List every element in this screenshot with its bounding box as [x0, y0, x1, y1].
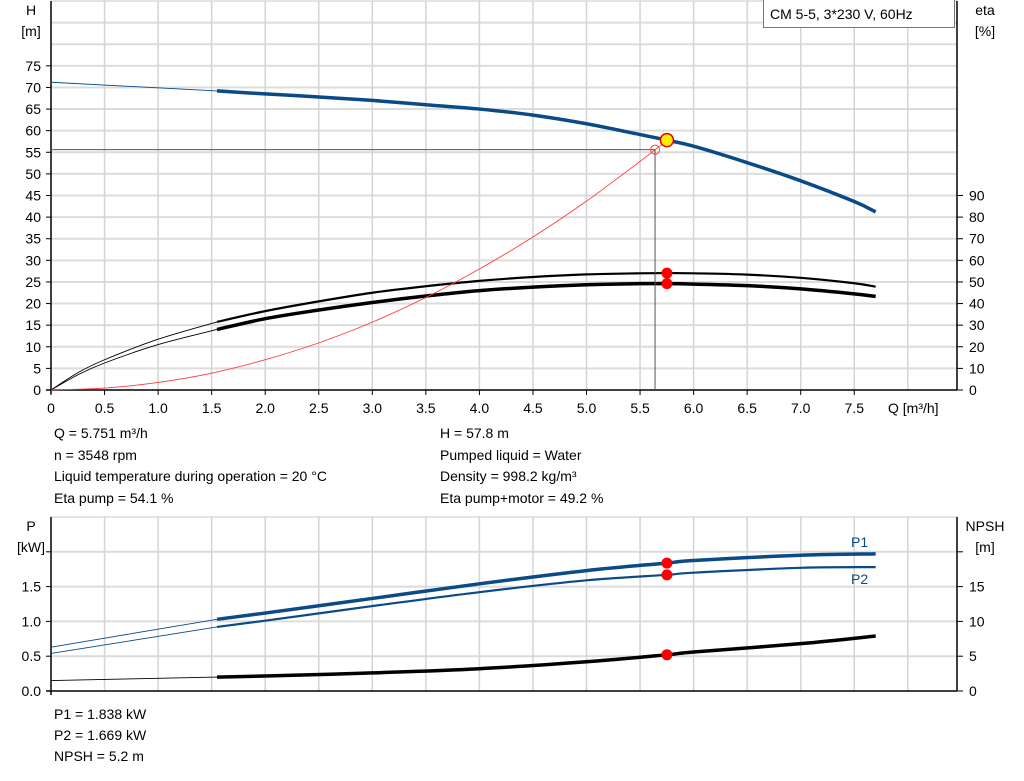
head-y2-tick-label: 60 [969, 252, 985, 268]
duty-point-marker [659, 132, 675, 148]
info-speed: n = 3548 rpm [54, 447, 137, 463]
info-eta-pump-motor: Eta pump+motor = 49.2 % [440, 490, 604, 506]
head-y-tick-label: 25 [25, 274, 41, 290]
head-x-label: Q [m³/h] [888, 400, 939, 416]
pump-title: CM 5-5, 3*230 V, 60Hz [770, 6, 913, 22]
power-y2-tick-label: 0 [969, 683, 977, 699]
power-y2-unit: [m] [975, 539, 994, 555]
info-liquid: Pumped liquid = Water [440, 447, 582, 463]
head-y2-tick-label: 40 [969, 296, 985, 312]
info-eta-pump: Eta pump = 54.1 % [54, 490, 174, 506]
info-p2: P2 = 1.669 kW [54, 727, 147, 743]
info-npsh: NPSH = 5.2 m [54, 748, 144, 764]
p2-duty-marker [661, 569, 673, 581]
h-curve [216, 89, 877, 214]
head-y-tick-label: 35 [25, 231, 41, 247]
head-x-tick-label: 3.0 [363, 400, 383, 416]
head-y2-tick-label: 50 [969, 274, 985, 290]
npsh-curve [216, 634, 876, 679]
head-y2-tick-label: 80 [969, 209, 985, 225]
h-curve-extrapolated [50, 81, 218, 92]
head-x-tick-label: 6.0 [684, 400, 704, 416]
head-y-tick-label: 10 [25, 339, 41, 355]
head-y-tick-label: 40 [25, 209, 41, 225]
head-y-tick-label: 65 [25, 101, 41, 117]
info-h: H = 57.8 m [440, 425, 509, 441]
info-p1: P1 = 1.838 kW [54, 706, 147, 722]
head-y-tick-label: 50 [25, 166, 41, 182]
head-y-tick-label: 55 [25, 144, 41, 160]
head-x-tick-label: 2.0 [255, 400, 275, 416]
head-y-tick-label: 0 [33, 382, 41, 398]
head-x-tick-label: 6.5 [737, 400, 757, 416]
p2-curve-extrapolated [50, 626, 218, 654]
pump-title-box: CM 5-5, 3*230 V, 60Hz [763, 0, 955, 28]
eta-pump-duty-marker [661, 267, 673, 279]
eta-pump-curve [216, 271, 876, 323]
p2-series-label: P2 [851, 571, 868, 587]
eta-pump-motor-curve-extrapolated [50, 329, 218, 391]
head-y-tick-label: 45 [25, 188, 41, 204]
head-y-tick-label: 75 [25, 58, 41, 74]
npsh-duty-marker [661, 649, 673, 661]
head-x-tick-label: 4.0 [470, 400, 490, 416]
p1-curve [216, 552, 876, 622]
head-y2-label: eta [975, 2, 995, 18]
head-x-tick-label: 0 [47, 400, 55, 416]
system-curve [50, 139, 668, 391]
head-x-tick-label: 0.5 [95, 400, 115, 416]
head-x-tick-label: 5.0 [577, 400, 597, 416]
power-plot-frame [50, 516, 958, 692]
power-y-label: P [26, 518, 35, 534]
power-y-tick-label: 1.5 [22, 579, 42, 595]
head-x-tick-label: 4.5 [523, 400, 543, 416]
head-y2-tick-label: 70 [969, 231, 985, 247]
info-temperature: Liquid temperature during operation = 20… [54, 468, 327, 484]
head-y-label: H [26, 2, 36, 18]
p1-series-label: P1 [851, 534, 868, 550]
power-y-tick-label: 0.5 [22, 648, 42, 664]
p1-duty-marker [661, 557, 673, 569]
p2-curve [216, 566, 876, 629]
head-x-tick-label: 5.5 [630, 400, 650, 416]
head-y2-tick-label: 90 [969, 188, 985, 204]
head-x-tick-label: 3.5 [416, 400, 436, 416]
head-y2-tick-label: 0 [969, 382, 977, 398]
head-x-tick-label: 1.5 [202, 400, 222, 416]
eta-pump-motor-duty-marker [661, 278, 673, 290]
head-x-tick-label: 2.5 [309, 400, 329, 416]
head-y-tick-label: 70 [25, 79, 41, 95]
head-y2-tick-label: 20 [969, 339, 985, 355]
head-x-tick-label: 1.0 [148, 400, 168, 416]
power-y2-tick-label: 15 [969, 579, 985, 595]
npsh-curve-extrapolated [50, 676, 218, 682]
p1-curve-extrapolated [50, 618, 218, 648]
head-y-unit: [m] [21, 23, 40, 39]
power-y2-tick-label: 10 [969, 613, 985, 629]
power-y2-tick-label: 5 [969, 648, 977, 664]
head-y2-unit: [%] [975, 23, 995, 39]
head-x-tick-label: 7.0 [791, 400, 811, 416]
head-y-tick-label: 5 [33, 360, 41, 376]
eta-pump-motor-curve [216, 281, 876, 332]
head-y2-tick-label: 30 [969, 317, 985, 333]
eta-pump-curve-extrapolated [50, 321, 218, 391]
required-point-marker [650, 144, 661, 155]
power-y-unit: [kW] [17, 539, 45, 555]
info-density: Density = 998.2 kg/m³ [440, 468, 577, 484]
power-y2-label: NPSH [966, 518, 1005, 534]
power-y-tick-label: 1.0 [22, 613, 42, 629]
head-y-tick-label: 20 [25, 296, 41, 312]
head-y-tick-label: 30 [25, 252, 41, 268]
head-x-tick-label: 7.5 [845, 400, 865, 416]
info-q: Q = 5.751 m³/h [54, 425, 148, 441]
head-y-tick-label: 60 [25, 123, 41, 139]
head-y2-tick-label: 10 [969, 360, 985, 376]
power-y-tick-label: 0.0 [22, 683, 42, 699]
head-y-tick-label: 15 [25, 317, 41, 333]
